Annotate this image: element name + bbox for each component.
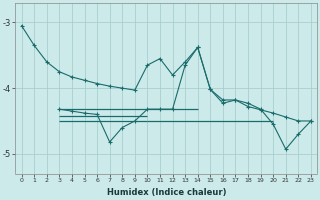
X-axis label: Humidex (Indice chaleur): Humidex (Indice chaleur) (107, 188, 226, 197)
